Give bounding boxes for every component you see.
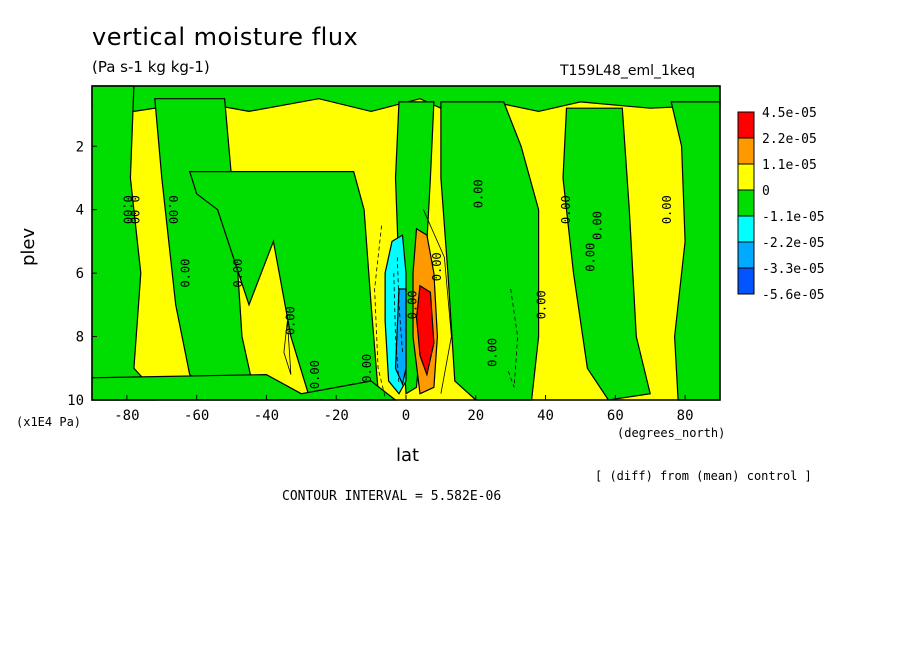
strong-positive-anomaly: [415, 284, 435, 377]
legend-level-label: -3.3e-05: [762, 262, 825, 277]
chart-units: (Pa s-1 kg kg-1): [92, 58, 210, 76]
legend-level-label: 2.2e-05: [762, 132, 817, 147]
contour-label: 0.00: [535, 290, 549, 319]
y-tick-label: 10: [67, 393, 84, 409]
legend-swatch: [737, 267, 755, 295]
contour-label: 0.00: [559, 195, 573, 224]
contour-line: [393, 273, 400, 385]
contour-label: 0.00: [660, 195, 674, 224]
contour-label: 0.00: [486, 338, 500, 367]
legend-level-label: -1.1e-05: [762, 210, 825, 225]
contour-line: [423, 209, 452, 394]
legend-swatch: [737, 241, 755, 269]
run-label: T159L48_eml_1keq: [560, 63, 696, 79]
y-axis: 2 4 6 8 10: [67, 139, 97, 409]
contour-label: 0.00: [166, 195, 180, 224]
contour-label: 0.00: [583, 243, 597, 272]
contour-line: [396, 257, 403, 353]
contour-label: 0.00: [179, 259, 193, 288]
contour-label: 0.00: [120, 195, 134, 224]
contour-lines: [283, 209, 519, 397]
legend-swatch: [737, 189, 755, 217]
green-region: [562, 107, 651, 401]
x-axis-unit: (degrees_north): [617, 426, 726, 440]
color-legend: 4.5e-05 2.2e-05 1.1e-05 0 -1.1e-05 -2.2e-05 -3…: [737, 106, 825, 303]
x-tick-label: -40: [254, 408, 279, 424]
x-tick-label: 80: [677, 408, 694, 424]
y-tick-label: 8: [76, 330, 84, 346]
contour-label: 0.00: [472, 179, 486, 208]
strong-negative-anomaly: [394, 288, 407, 387]
contour-label: 0.00: [405, 290, 419, 319]
contour-labels: 0.000.00 0.000.00 0.000.000.00 0.000.000.00…: [120, 179, 674, 389]
x-tick-label: -60: [184, 408, 209, 424]
x-tick-label: 20: [467, 408, 484, 424]
x-tick-label: 0: [402, 408, 410, 424]
contour-line: [506, 288, 519, 388]
y-tick-label: 6: [76, 266, 84, 282]
contour-label: 0.00: [308, 360, 322, 389]
x-tick-label: -20: [324, 408, 349, 424]
legend-level-label: 4.5e-05: [762, 106, 817, 121]
chart-title: vertical moisture flux: [92, 23, 359, 51]
legend-level-label: -2.2e-05: [762, 236, 825, 251]
x-tick-label: 60: [607, 408, 624, 424]
contour-label: 0.00: [590, 211, 604, 240]
x-axis: -80 -60 -40 -20 0 20 40 60 80: [114, 395, 694, 424]
contour-line: [374, 225, 386, 397]
y-tick-label: 4: [76, 203, 84, 219]
legend-swatch: [737, 215, 755, 243]
contour-label: 0.00: [430, 252, 444, 281]
y-axis-unit: (x1E4 Pa): [16, 415, 82, 429]
legend-swatch: [737, 137, 755, 165]
contour-label: 0.00: [127, 195, 141, 224]
contour-line: [283, 320, 292, 375]
legend-swatch: [737, 111, 755, 139]
x-axis-label: lat: [396, 445, 420, 466]
legend-level-label: 1.1e-05: [762, 158, 817, 173]
x-tick-label: 40: [537, 408, 554, 424]
diff-note: [ (diff) from (mean) control ]: [595, 469, 812, 483]
plot-area: [91, 85, 721, 401]
contour-label: 0.00: [231, 259, 245, 288]
contour-interval: CONTOUR INTERVAL = 5.582E-06: [282, 489, 502, 504]
legend-level-label: 0: [762, 184, 770, 199]
legend-swatch: [737, 163, 755, 191]
x-tick-label: -80: [114, 408, 139, 424]
contour-label: 0.00: [360, 354, 374, 383]
legend-level-label: -5.6e-05: [762, 288, 825, 303]
y-tick-label: 2: [76, 139, 84, 155]
contour-label: 0.00: [283, 306, 297, 335]
